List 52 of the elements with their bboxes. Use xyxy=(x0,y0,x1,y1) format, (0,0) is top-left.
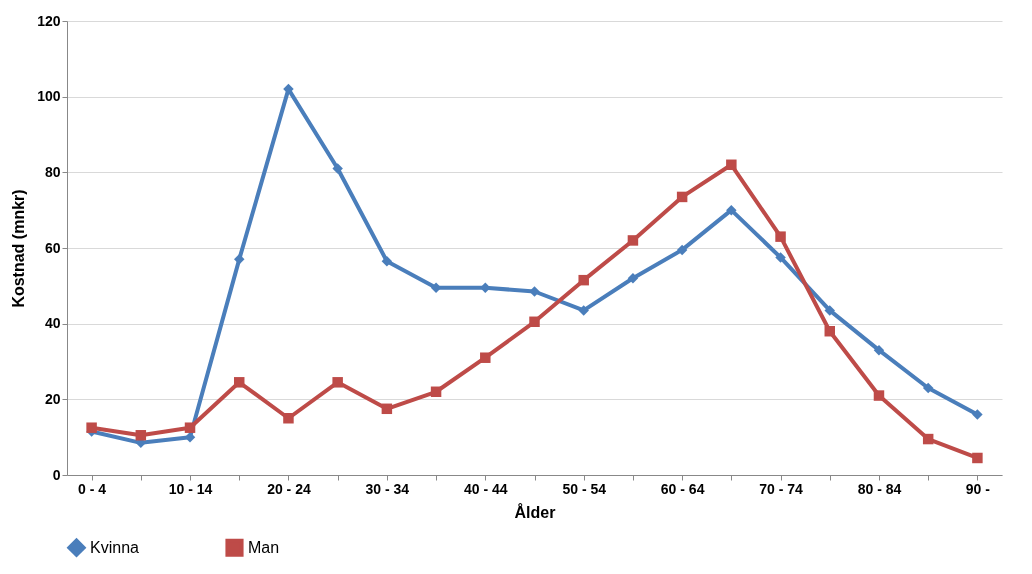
y-axis-title: Kostnad (mnkr) xyxy=(10,189,28,308)
point xyxy=(381,403,393,415)
point xyxy=(627,235,639,246)
point xyxy=(480,352,491,363)
point xyxy=(676,191,688,203)
point xyxy=(529,316,540,328)
point xyxy=(726,159,737,171)
point xyxy=(873,390,885,401)
y-tick-label: 120 xyxy=(37,12,61,29)
x-tick-label: 30 - 34 xyxy=(365,480,410,497)
y-tick-label: 60 xyxy=(44,239,61,256)
point xyxy=(922,382,934,394)
point xyxy=(972,452,983,464)
point xyxy=(332,163,343,174)
point xyxy=(873,344,885,356)
x-tick-label: 60 - 64 xyxy=(660,480,705,497)
x-tick-label: 50 - 54 xyxy=(562,480,607,497)
point xyxy=(578,305,589,316)
point xyxy=(86,422,97,433)
legend-label: Kvinna xyxy=(90,538,140,556)
point xyxy=(676,244,688,256)
x-tick-label: 70 - 74 xyxy=(759,480,804,497)
point xyxy=(381,256,393,267)
point xyxy=(184,422,196,433)
y-tick-label: 40 xyxy=(44,315,61,332)
x-tick-label: 40 - 44 xyxy=(463,480,508,497)
point xyxy=(627,273,639,284)
y-tick-label: 100 xyxy=(37,88,61,105)
point xyxy=(233,254,245,265)
point xyxy=(824,305,836,316)
legend-label: Man xyxy=(248,538,280,556)
y-tick-label: 80 xyxy=(44,163,61,180)
x-tick-label: 80 - 84 xyxy=(857,480,902,497)
point xyxy=(430,386,442,398)
point xyxy=(775,231,786,242)
y-tick-label: 0 xyxy=(52,466,61,483)
x-axis-title: Ålder xyxy=(514,502,556,521)
x-tick-label: 20 - 24 xyxy=(267,480,311,497)
point xyxy=(775,252,786,263)
point xyxy=(922,433,934,445)
point xyxy=(332,377,343,388)
point xyxy=(972,409,983,420)
x-tick-label: 0 - 4 xyxy=(78,480,107,497)
point xyxy=(726,204,737,216)
y-tick-label: 20 xyxy=(44,390,61,407)
point xyxy=(578,274,589,286)
x-tick-label: 90 - xyxy=(965,480,991,497)
point xyxy=(283,413,294,424)
point xyxy=(824,325,836,337)
x-tick-label: 10 - 14 xyxy=(168,480,213,497)
point xyxy=(233,377,245,388)
point xyxy=(135,430,147,441)
